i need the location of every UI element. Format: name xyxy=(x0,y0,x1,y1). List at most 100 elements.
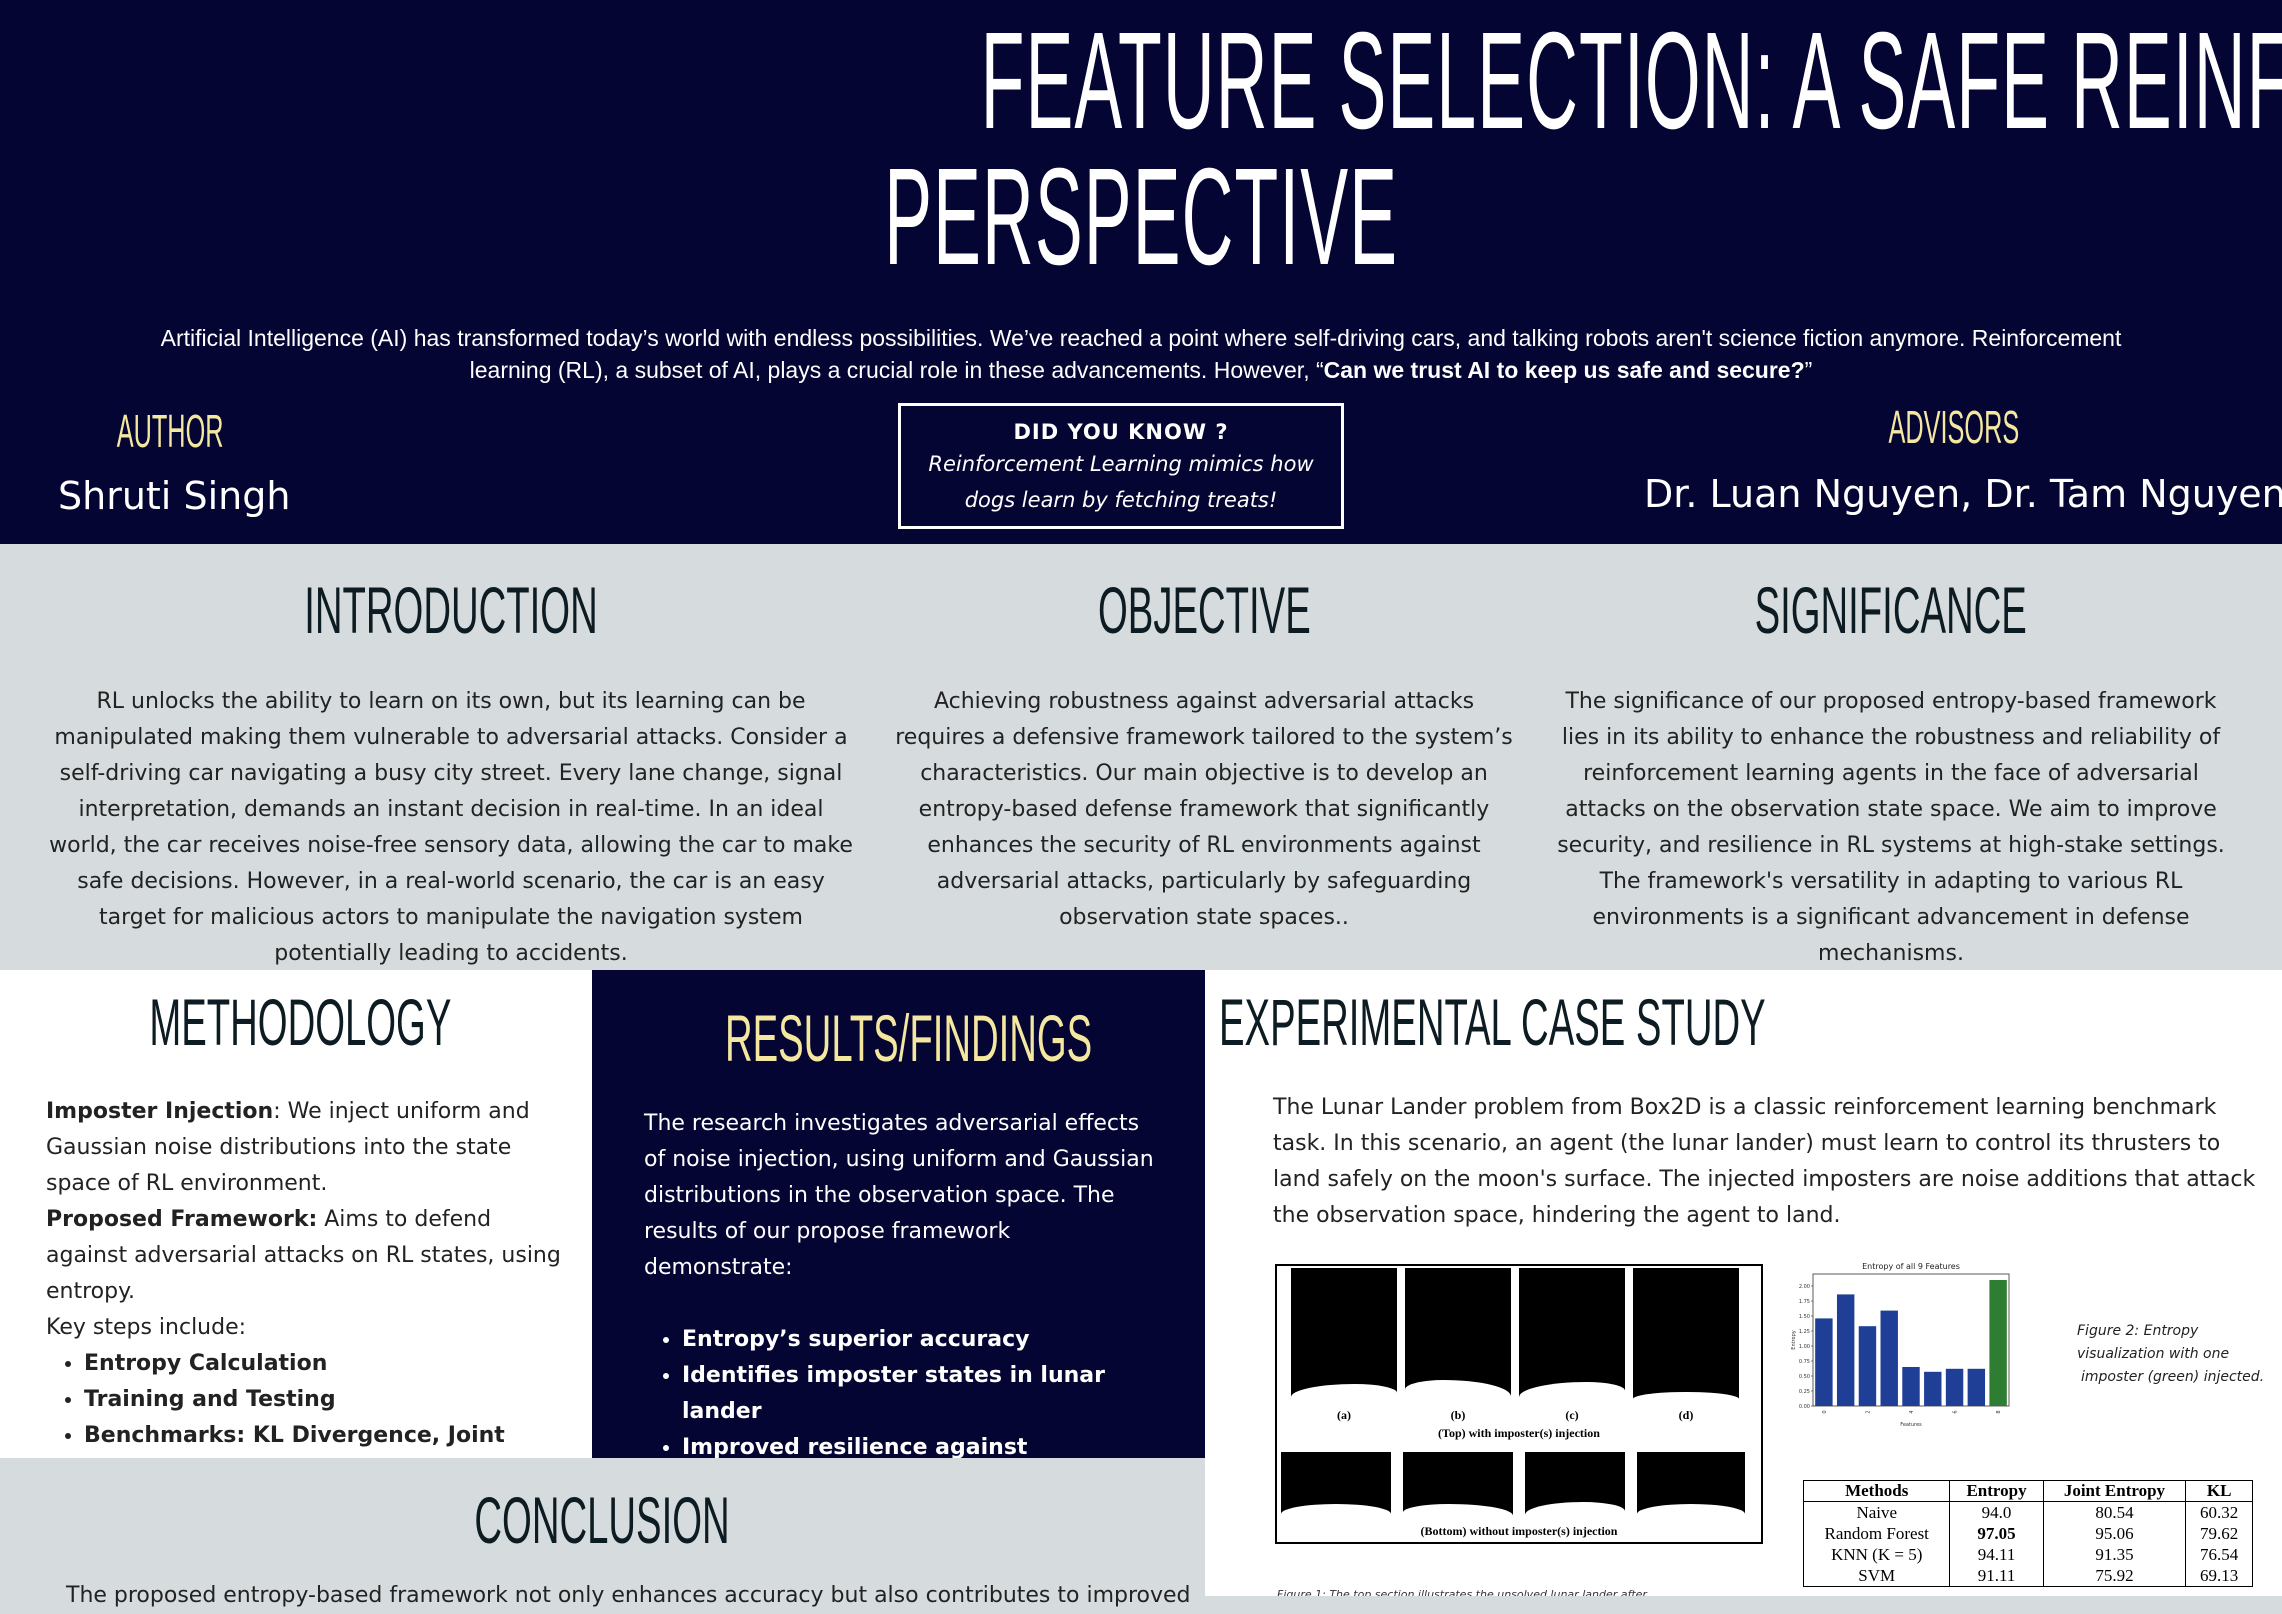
chart-bar xyxy=(1815,1318,1833,1406)
chart-bar xyxy=(1989,1280,2007,1406)
experimental-text: The Lunar Lander problem from Box2D is a… xyxy=(1273,1095,2256,1228)
y-tick-label: 1.00 xyxy=(1799,1344,1810,1350)
scene-a xyxy=(1291,1268,1397,1406)
y-tick-label: 1.75 xyxy=(1799,1299,1810,1305)
results-heading: RESULTS/FINDINGS xyxy=(724,1001,1093,1075)
author-name: Shruti Singh xyxy=(58,474,291,518)
table-header: KL xyxy=(2185,1480,2253,1502)
table-header: Methods xyxy=(1802,1480,1951,1502)
chart-title: Entropy of all 9 Features xyxy=(1862,1262,1960,1271)
chart-bar xyxy=(1880,1310,1898,1406)
chart-bar xyxy=(1967,1368,1986,1406)
fig2-caption: Figure 2: Entropy visualization with one… xyxy=(2077,1323,2265,1385)
table-cell: SVM xyxy=(1802,1565,1951,1587)
intro-question: Can we trust AI to keep us safe and secu… xyxy=(1323,357,1805,383)
table-header-row: Methods Entropy Joint Entropy KL xyxy=(1802,1480,2253,1502)
table-cell: 94.0 xyxy=(1949,1501,2044,1523)
table-cell: 75.92 xyxy=(2042,1565,2187,1587)
y-tick-label: 0.75 xyxy=(1799,1359,1810,1365)
did-you-know-line-1: Reinforcement Learning mimics how xyxy=(928,452,1314,476)
list-item: Training and Testing xyxy=(84,1382,566,1418)
x-tick-label: 8 xyxy=(1996,1410,2002,1413)
x-tick-label: 6 xyxy=(1953,1410,1959,1413)
fig-label-c: (c) xyxy=(1565,1408,1579,1422)
results-section: RESULTS/FINDINGS The research investigat… xyxy=(592,970,1205,1496)
x-tick-label: 2 xyxy=(1865,1410,1871,1413)
title-line-2: PERSPECTIVE xyxy=(884,140,1398,294)
x-tick-label: 4 xyxy=(1909,1410,1915,1413)
table-header: Joint Entropy xyxy=(2042,1480,2187,1502)
fig-label-a: (a) xyxy=(1337,1408,1351,1422)
did-you-know-heading: DID YOU KNOW ? xyxy=(1013,420,1229,444)
table-cell: Random Forest xyxy=(1802,1523,1951,1544)
table-cell: 91.11 xyxy=(1949,1565,2044,1587)
methodology-section: METHODOLOGY Imposter Injection: We injec… xyxy=(0,970,592,1484)
lunar-lander-figure: (a) (b) (c) (d) (Top) with imposter(s) i… xyxy=(1275,1264,1763,1544)
table-header: Entropy xyxy=(1949,1480,2044,1502)
overview-row: INTRODUCTION RL unlocks the ability to l… xyxy=(0,544,2282,970)
table-cell: 69.13 xyxy=(2185,1565,2253,1587)
header-intro-text: Artificial Intelligence (AI) has transfo… xyxy=(160,325,2122,383)
scene-b xyxy=(1405,1268,1511,1406)
poster-header: FEATURE SELECTION: A SAFE REINFORCEMENT … xyxy=(0,0,2282,544)
chart-bar xyxy=(1902,1367,1920,1406)
fig-label-b: (b) xyxy=(1450,1408,1466,1422)
table-cell: KNN (K = 5) xyxy=(1802,1544,1951,1565)
x-axis-label: Features xyxy=(1900,1422,1922,1428)
list-item: Identifies imposter states in lunar land… xyxy=(682,1358,1164,1430)
introduction-heading: INTRODUCTION xyxy=(304,573,598,647)
scene-bottom-2 xyxy=(1403,1452,1513,1524)
chart-bar xyxy=(1924,1371,1942,1406)
fig-label-d: (d) xyxy=(1678,1408,1694,1422)
conclusion-heading: CONCLUSION xyxy=(474,1483,731,1557)
table-row: Naive 94.0 80.54 60.32 xyxy=(1802,1501,2253,1523)
results-text: The research investigates adversarial ef… xyxy=(644,1106,1164,1502)
y-axis-label: Entropy xyxy=(1791,1330,1797,1349)
table-cell: 76.54 xyxy=(2185,1544,2253,1565)
table-row: KNN (K = 5) 94.11 91.35 76.54 xyxy=(1802,1544,2253,1565)
experimental-heading: EXPERIMENTAL CASE STUDY xyxy=(1219,985,1766,1059)
scene-c xyxy=(1519,1268,1625,1406)
author-label: AUTHOR xyxy=(116,405,224,457)
scene-bottom-4 xyxy=(1637,1452,1745,1524)
fig1-caption: Figure 1: The top section illustrates th… xyxy=(1277,1588,1647,1596)
chart-bar xyxy=(1836,1294,1855,1406)
scene-d xyxy=(1633,1268,1739,1406)
table-cell: 95.06 xyxy=(2042,1523,2187,1544)
methodology-heading: METHODOLOGY xyxy=(148,985,452,1059)
table-cell: 79.62 xyxy=(2185,1523,2253,1544)
table-cell: 80.54 xyxy=(2042,1501,2187,1523)
conclusion-text: The proposed entropy-based framework not… xyxy=(66,1583,1191,1608)
x-tick-label: 0 xyxy=(1822,1410,1828,1413)
table-cell: 91.35 xyxy=(2042,1544,2187,1565)
scene-bottom-3 xyxy=(1525,1452,1625,1524)
title-line-1: FEATURE SELECTION: A SAFE REINFORCEMENT … xyxy=(980,4,2282,158)
table-cell: 94.11 xyxy=(1949,1544,2044,1565)
list-item: Entropy Calculation xyxy=(84,1346,566,1382)
table-row: SVM 91.11 75.92 69.13 xyxy=(1802,1565,2253,1587)
table-cell: Naive xyxy=(1802,1501,1951,1523)
entropy-bar-chart: Entropy of all 9 Features 0.00 0.25 0.50 0.7… xyxy=(1791,1262,2010,1428)
chart-bar xyxy=(1945,1368,1964,1406)
objective-text: Achieving robustness against adversarial… xyxy=(895,689,1513,930)
y-tick-label: 2.00 xyxy=(1799,1284,1810,1290)
table-cell: 60.32 xyxy=(2185,1501,2253,1523)
y-tick-label: 1.50 xyxy=(1799,1314,1810,1320)
conclusion-section: CONCLUSION The proposed entropy-based fr… xyxy=(0,1458,1205,1608)
y-tick-label: 0.25 xyxy=(1799,1389,1810,1395)
introduction-text: RL unlocks the ability to learn on its o… xyxy=(49,689,853,966)
y-tick-label: 1.25 xyxy=(1799,1329,1810,1335)
advisors-label: ADVISORS xyxy=(1888,401,2020,453)
results-table: Methods Entropy Joint Entropy KL Naive 9… xyxy=(1802,1480,2253,1587)
did-you-know-line-2: dogs learn by fetching treats! xyxy=(964,488,1278,512)
y-tick-label: 0.00 xyxy=(1799,1404,1810,1410)
chart-bar xyxy=(1858,1326,1877,1406)
table-row: Random Forest 97.05 95.06 79.62 xyxy=(1802,1523,2253,1544)
advisors-names: Dr. Luan Nguyen, Dr. Tam Nguyen xyxy=(1644,472,2282,516)
methodology-text: Imposter Injection: We inject uniform an… xyxy=(46,1094,566,1490)
experimental-section: EXPERIMENTAL CASE STUDY The Lunar Lander… xyxy=(1205,970,2282,1596)
significance-text: The significance of our proposed entropy… xyxy=(1557,689,2225,966)
did-you-know-box: DID YOU KNOW ? Reinforcement Learning mi… xyxy=(898,403,1344,529)
list-item: Entropy’s superior accuracy xyxy=(682,1322,1164,1358)
objective-heading: OBJECTIVE xyxy=(1097,573,1311,647)
